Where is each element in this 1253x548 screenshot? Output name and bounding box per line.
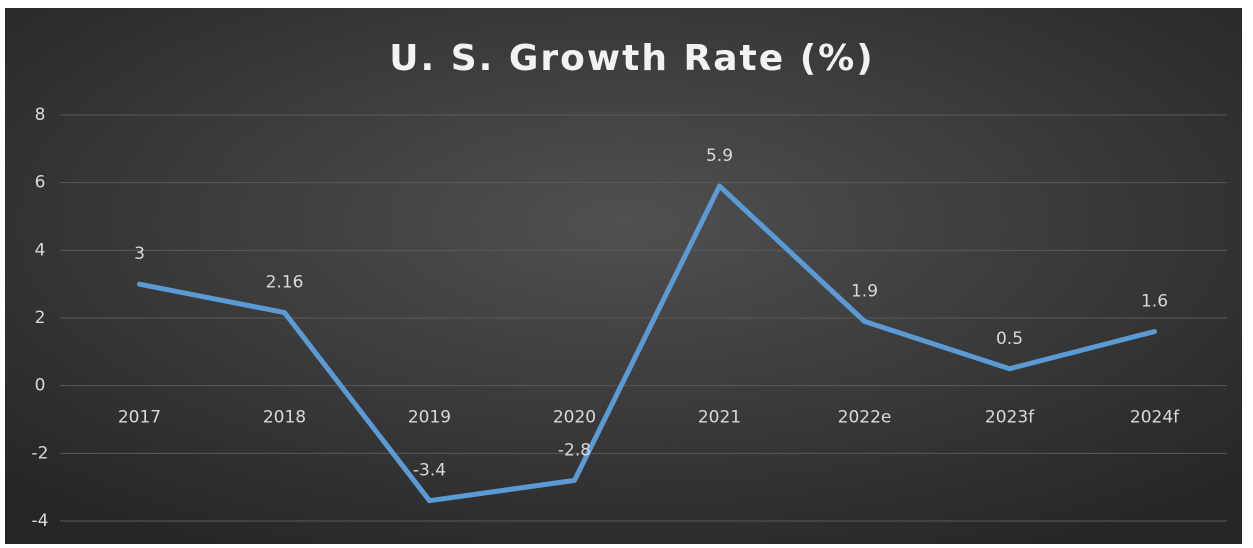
data-label: 1.6 — [1141, 292, 1168, 312]
y-tick-label: 0 — [35, 376, 46, 396]
y-tick-label: 8 — [35, 105, 46, 125]
y-tick-label: -4 — [32, 511, 49, 531]
y-tick-label: 2 — [35, 308, 46, 328]
y-tick-label: -2 — [32, 443, 49, 463]
data-label: 3 — [134, 244, 145, 264]
data-label: -2.8 — [558, 440, 591, 460]
data-label: 1.9 — [851, 281, 878, 301]
x-tick-label: 2018 — [263, 408, 306, 428]
y-tick-label: 6 — [35, 173, 46, 193]
chart-background — [5, 8, 1242, 544]
x-tick-label: 2019 — [408, 408, 451, 428]
x-tick-label: 2017 — [118, 408, 161, 428]
y-tick-label: 4 — [35, 240, 46, 260]
x-tick-label: 2021 — [698, 408, 741, 428]
data-label: 0.5 — [996, 329, 1023, 349]
data-label: 5.9 — [706, 146, 733, 166]
x-tick-label: 2022e — [838, 408, 892, 428]
x-tick-label: 2024f — [1130, 408, 1180, 428]
x-tick-label: 2020 — [553, 408, 596, 428]
data-line — [137, 183, 1157, 504]
chart-title: U. S. Growth Rate (%) — [389, 38, 874, 79]
data-label: -3.4 — [413, 461, 446, 481]
data-label: 2.16 — [266, 273, 304, 293]
x-tick-label: 2023f — [985, 408, 1035, 428]
